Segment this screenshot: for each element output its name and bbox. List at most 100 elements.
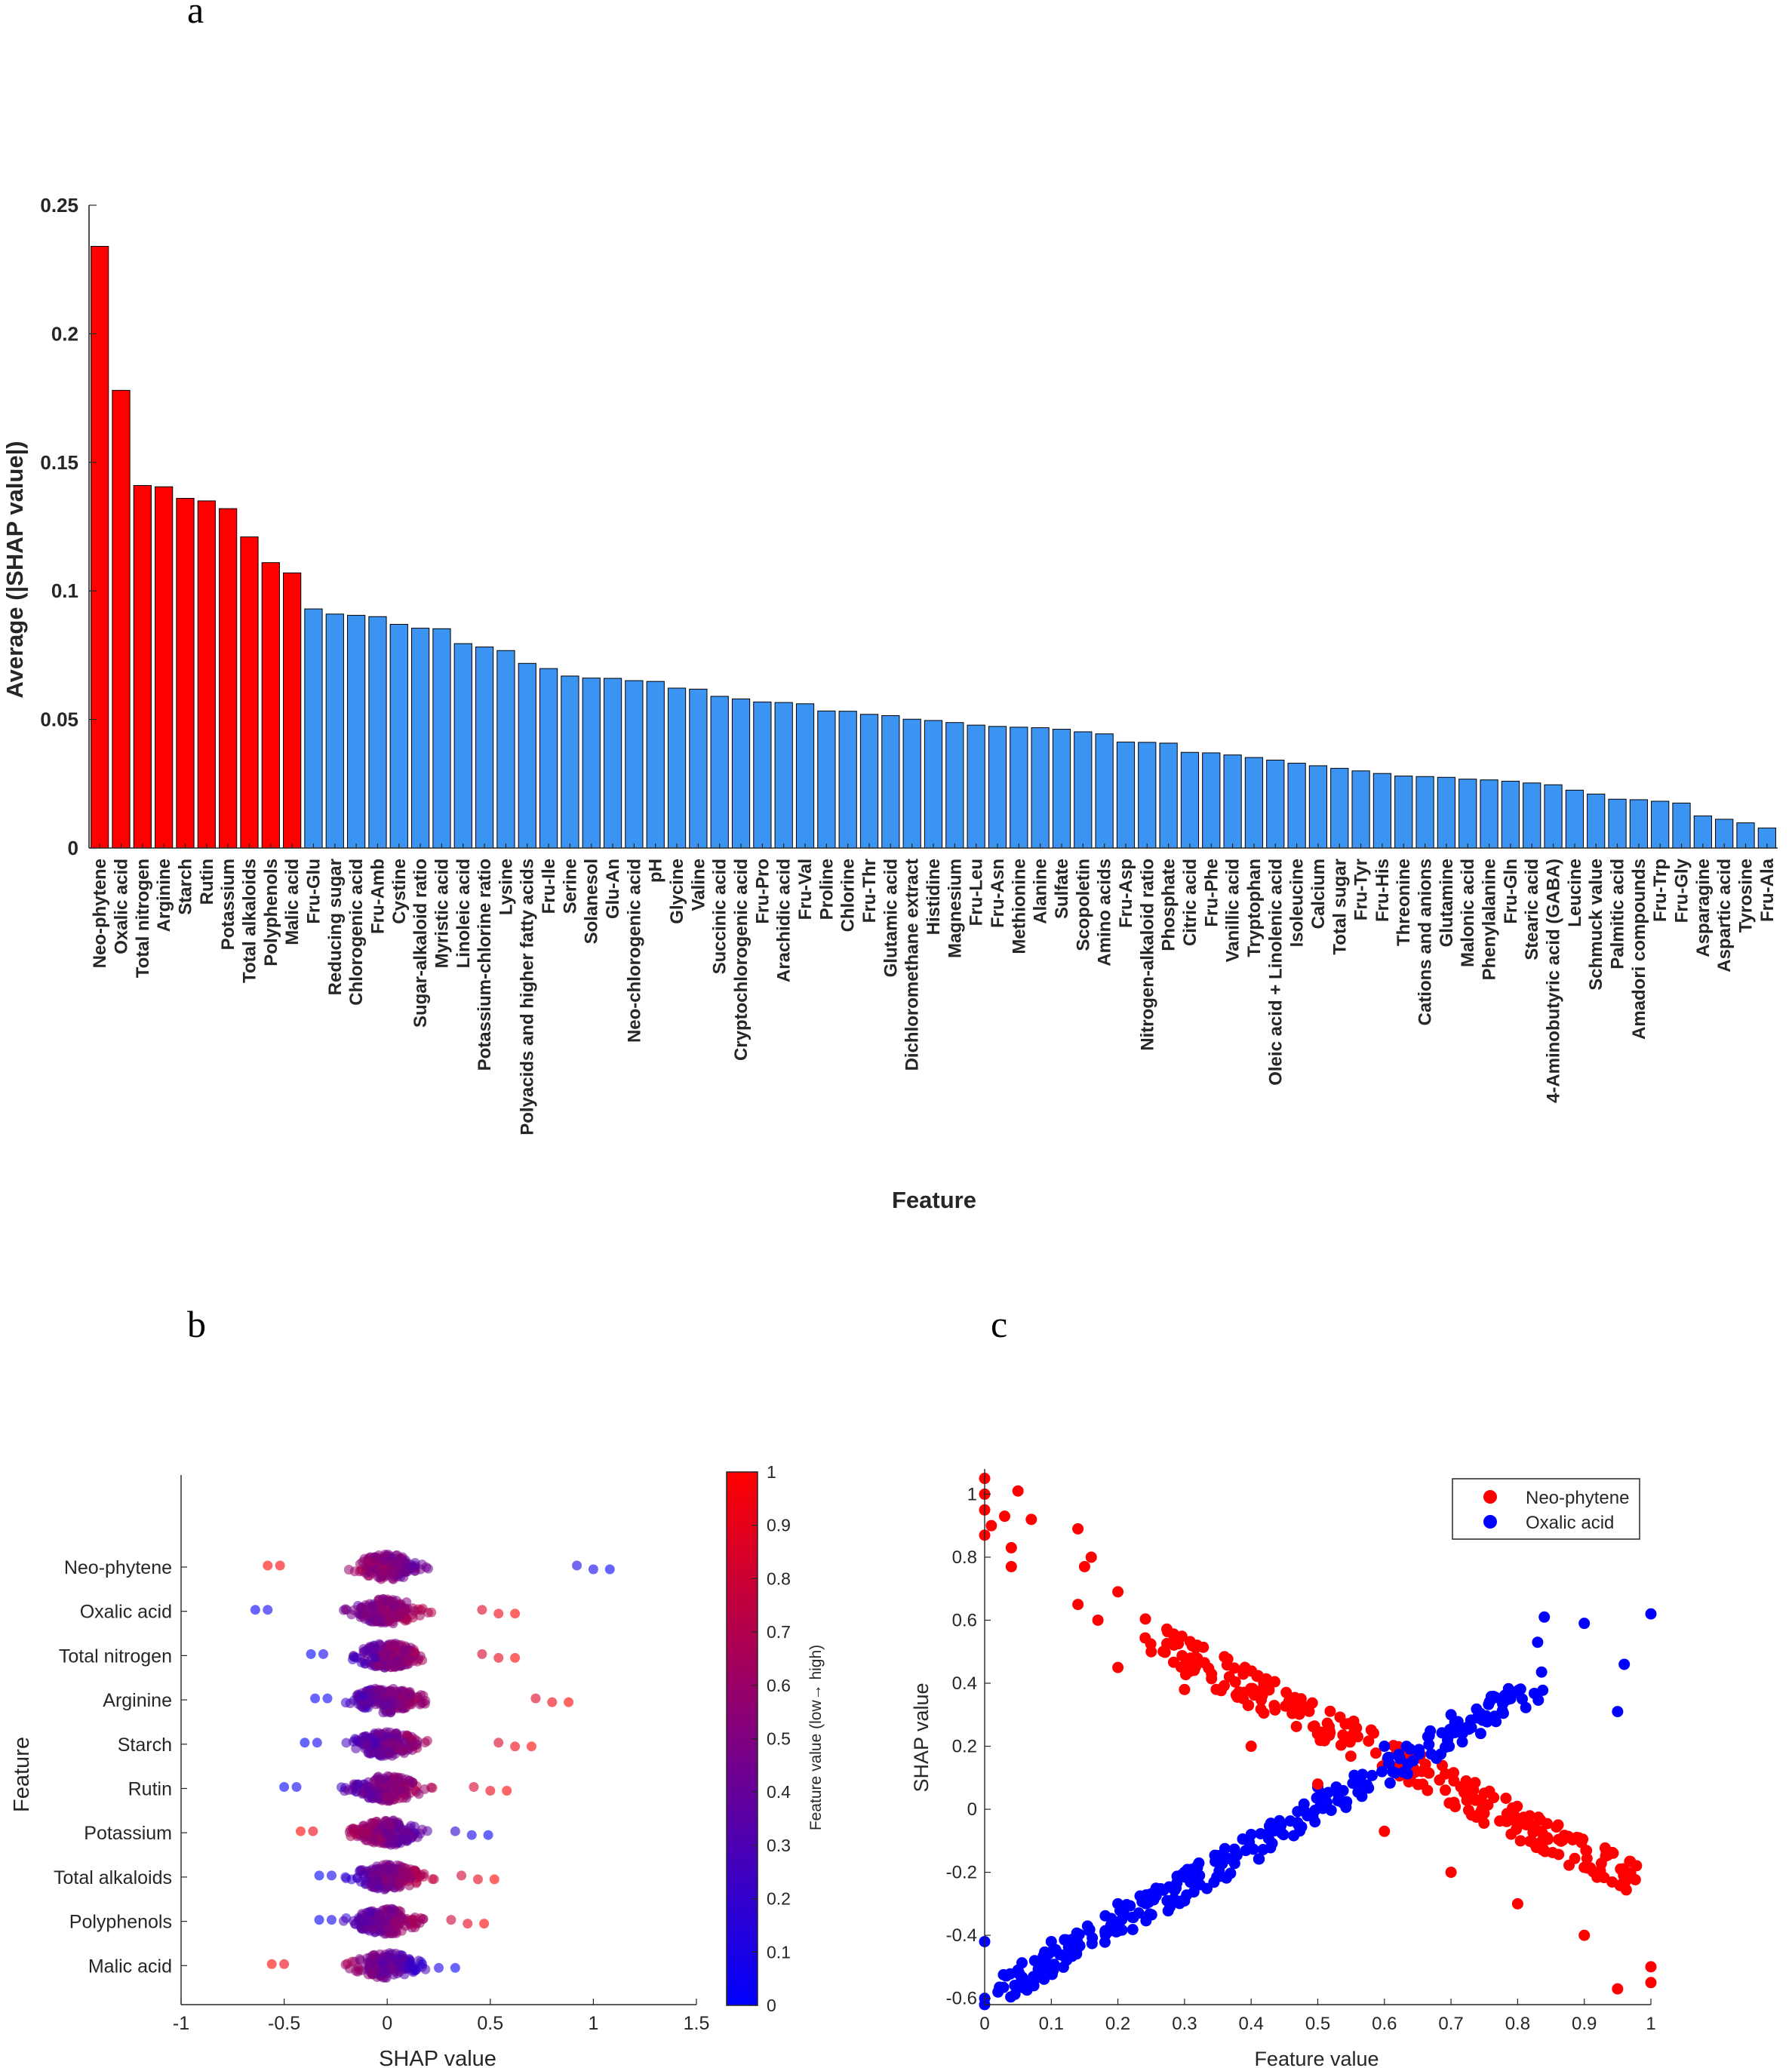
category-label-malonic-acid: Malonic acid bbox=[1458, 859, 1478, 967]
bar-ph bbox=[646, 681, 665, 849]
category-label-serine: Serine bbox=[560, 859, 580, 914]
bar-phenylalanine bbox=[1480, 779, 1498, 849]
x-tick-label: 0.5 bbox=[477, 2013, 503, 2034]
category-label-cystine: Cystine bbox=[389, 859, 410, 924]
beeswarm-point bbox=[384, 1796, 395, 1806]
category-label-tyrosine: Tyrosine bbox=[1736, 859, 1757, 933]
beeswarm-point bbox=[510, 1609, 521, 1619]
neo-phytene-point bbox=[1184, 1636, 1196, 1648]
x-tick-label: 0.8 bbox=[1505, 2014, 1530, 2034]
beeswarm-point bbox=[387, 1616, 398, 1627]
beeswarm-point bbox=[588, 1564, 598, 1575]
beeswarm-point bbox=[352, 1652, 362, 1663]
beeswarm-point bbox=[364, 1907, 375, 1917]
beeswarm-point bbox=[398, 1953, 408, 1964]
bar-fru-phe bbox=[1202, 752, 1221, 849]
beeswarm-point bbox=[426, 1607, 437, 1618]
bar-potassium-chlorine-ratio bbox=[475, 646, 494, 849]
bar-fru-trp bbox=[1651, 800, 1670, 849]
oxalic-acid-point bbox=[1532, 1694, 1545, 1706]
oxalic-acid-point bbox=[1376, 1765, 1388, 1778]
beeswarm-point bbox=[469, 1782, 479, 1792]
neo-phytene-point bbox=[1339, 1718, 1351, 1730]
neo-phytene-point bbox=[1185, 1652, 1197, 1664]
oxalic-acid-point bbox=[1175, 1895, 1187, 1907]
neo-phytene-point bbox=[1112, 1661, 1124, 1673]
oxalic-acid-point bbox=[1012, 1967, 1024, 1979]
bar-chart-axes: 0 0.05 0.1 0.15 0.2 0.25 bbox=[40, 194, 1778, 859]
category-label-dichloromethane-extract: Dichloromethane extract bbox=[902, 859, 923, 1071]
beeswarm-point bbox=[401, 1836, 412, 1846]
colorbar-title: Feature value (low→ high) bbox=[807, 1645, 825, 1830]
beeswarm-point bbox=[372, 1883, 383, 1894]
neo-phytene-point bbox=[1290, 1720, 1302, 1732]
beeswarm-point bbox=[477, 1649, 487, 1659]
oxalic-acid-point bbox=[1201, 1882, 1213, 1894]
neo-phytene-point bbox=[1221, 1659, 1233, 1671]
colorbar-tick-label: 0.5 bbox=[767, 1729, 791, 1749]
oxalic-acid-point bbox=[1127, 1912, 1139, 1924]
category-label-asparagine: Asparagine bbox=[1693, 859, 1714, 957]
beeswarm-point bbox=[384, 1948, 395, 1959]
neo-phytene-point bbox=[1468, 1784, 1480, 1796]
beeswarm-point bbox=[399, 1557, 410, 1568]
y-tick-label: -0.4 bbox=[946, 1925, 977, 1946]
category-label-ph: pH bbox=[646, 859, 666, 883]
y-tick-label: 1 bbox=[967, 1484, 977, 1504]
bar-chart-x-axis-title: Feature bbox=[892, 1187, 976, 1213]
neo-phytene-point bbox=[1524, 1835, 1536, 1847]
neo-phytene-point bbox=[1631, 1860, 1643, 1872]
bar-dichloromethane-extract bbox=[902, 718, 921, 849]
beeswarm-y-axis-title: Feature bbox=[10, 1737, 34, 1812]
bar-starch bbox=[176, 498, 195, 849]
category-label-fru-asn: Fru-Asn bbox=[988, 859, 1008, 928]
bar-isoleucine bbox=[1287, 763, 1306, 849]
oxalic-acid-point bbox=[1066, 1939, 1078, 1951]
bar-category-labels: Neo-phytene Oxalic acid Total nitrogen Argi… bbox=[90, 858, 1778, 1135]
category-label-fru-ile: Fru-Ile bbox=[539, 859, 559, 914]
neo-phytene-point bbox=[1535, 1814, 1547, 1826]
category-label-fru-ala: Fru-Ala bbox=[1757, 858, 1778, 922]
bar-proline bbox=[817, 710, 836, 849]
category-label-threonine: Threonine bbox=[1394, 859, 1414, 946]
beeswarm-point bbox=[410, 1560, 420, 1571]
bar-fru-ile bbox=[539, 668, 558, 849]
oxalic-acid-point bbox=[1144, 1908, 1156, 1920]
neo-phytene-point bbox=[1614, 1879, 1626, 1891]
bar-oxalic-acid bbox=[112, 389, 131, 849]
oxalic-acid-point bbox=[1018, 1979, 1030, 1991]
beeswarm-point bbox=[450, 1826, 460, 1836]
neo-phytene-point bbox=[1569, 1852, 1581, 1864]
oxalic-acid-point bbox=[1253, 1853, 1265, 1865]
category-label-neo-chlorogenic-acid: Neo-chlorogenic acid bbox=[624, 859, 644, 1043]
beeswarm-point bbox=[417, 1603, 428, 1614]
neo-phytene-point bbox=[1268, 1676, 1280, 1688]
colorbar-tick-label: 0.1 bbox=[767, 1942, 791, 1962]
beeswarm-point bbox=[386, 1839, 396, 1850]
beeswarm-point bbox=[446, 1915, 456, 1925]
neo-phytene-point bbox=[1351, 1722, 1363, 1734]
beeswarm-point bbox=[291, 1782, 302, 1792]
bar-myristic-acid bbox=[432, 628, 451, 849]
bar-calcium bbox=[1308, 765, 1328, 849]
beeswarm-point bbox=[526, 1741, 536, 1752]
beeswarm-point bbox=[250, 1605, 260, 1615]
y-tick-label: 0.4 bbox=[952, 1673, 977, 1694]
oxalic-acid-point bbox=[1474, 1728, 1486, 1740]
neo-phytene-point bbox=[1258, 1707, 1270, 1719]
beeswarm-point bbox=[373, 1787, 384, 1798]
beeswarm-point bbox=[322, 1693, 333, 1704]
beeswarm-point bbox=[354, 1965, 364, 1975]
beeswarm-point bbox=[364, 1642, 375, 1653]
oxalic-acid-point bbox=[1046, 1968, 1058, 1980]
category-label-total-nitrogen: Total nitrogen bbox=[133, 859, 153, 978]
bar-fru-tyr bbox=[1351, 770, 1370, 849]
beeswarm-point bbox=[386, 1904, 397, 1914]
neo-phytene-point bbox=[1536, 1827, 1548, 1839]
beeswarm-point bbox=[377, 1605, 387, 1615]
beeswarm-point bbox=[370, 1652, 381, 1663]
category-label-alanine: Alanine bbox=[1031, 859, 1051, 924]
oxalic-acid-point bbox=[1535, 1666, 1548, 1678]
beeswarm-point bbox=[392, 1921, 403, 1931]
neo-phytene-point bbox=[1511, 1897, 1523, 1910]
